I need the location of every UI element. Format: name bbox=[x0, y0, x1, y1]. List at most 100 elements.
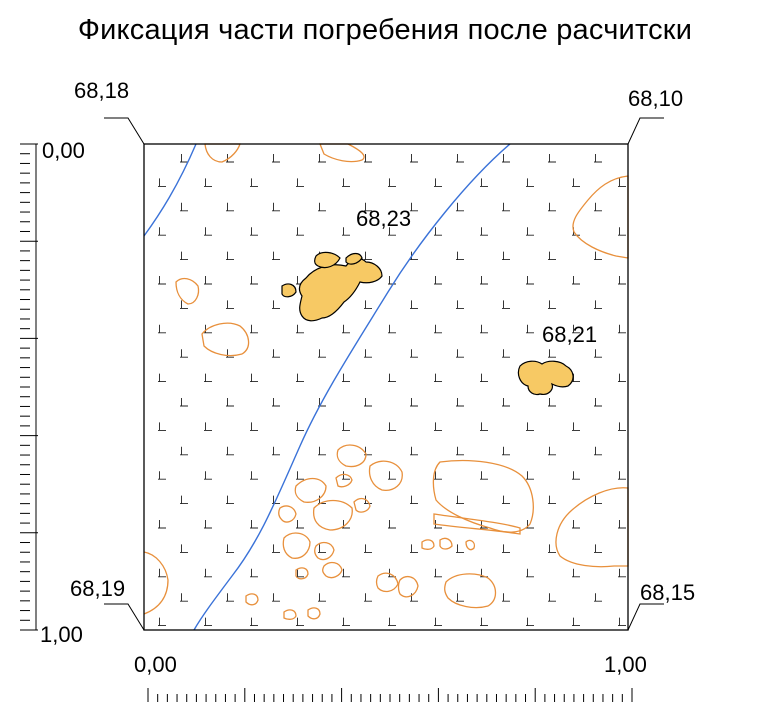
hatch-mark bbox=[594, 593, 602, 602]
horizontal-scale: 0,00 1,00 bbox=[134, 652, 647, 702]
hatch-mark bbox=[502, 398, 510, 407]
hatch-mark bbox=[434, 276, 442, 285]
hatch-mark bbox=[456, 202, 464, 212]
hatch-mark bbox=[456, 446, 464, 456]
hatch-mark bbox=[388, 373, 396, 383]
hatch-mark bbox=[480, 471, 488, 480]
hatch-mark bbox=[548, 446, 556, 456]
hatch-mark bbox=[272, 495, 280, 505]
hatch-mark bbox=[296, 324, 304, 334]
hatch-mark bbox=[388, 471, 396, 480]
hatch-mark bbox=[572, 422, 580, 431]
hatch-mark bbox=[204, 471, 212, 480]
hatch-mark bbox=[226, 446, 234, 456]
hatch-mark bbox=[502, 202, 510, 212]
soil-hatch-pattern bbox=[158, 154, 626, 627]
hatch-mark bbox=[526, 227, 534, 236]
hatch-mark bbox=[434, 373, 442, 383]
hatch-mark bbox=[318, 544, 326, 553]
hatch-mark bbox=[318, 446, 326, 456]
hatch-mark bbox=[480, 227, 488, 236]
hatch-mark bbox=[158, 227, 166, 236]
hatch-mark bbox=[250, 227, 258, 236]
hatch-mark bbox=[388, 520, 396, 529]
hatch-mark bbox=[434, 178, 442, 187]
hatch-mark bbox=[296, 422, 304, 431]
hatch-mark bbox=[158, 471, 166, 480]
hatch-mark bbox=[502, 446, 510, 456]
hatch-mark bbox=[364, 300, 372, 309]
hatch-mark bbox=[204, 227, 212, 236]
hatch-mark bbox=[296, 373, 304, 383]
hatch-mark bbox=[158, 373, 166, 383]
figure-title: Фиксация части погребения после расчитск… bbox=[77, 14, 693, 46]
hatch-mark bbox=[272, 544, 280, 553]
boundary-line bbox=[143, 143, 511, 631]
hatch-mark bbox=[204, 422, 212, 431]
stone-outline-c3 bbox=[294, 477, 327, 503]
hatch-mark bbox=[618, 373, 626, 383]
stone-outline-b3 bbox=[465, 539, 476, 551]
hatch-mark bbox=[594, 349, 602, 358]
stone-outline-b9 bbox=[307, 607, 321, 620]
hatch-mark bbox=[502, 593, 510, 602]
hatch-mark bbox=[410, 398, 418, 407]
hatch-mark bbox=[388, 227, 396, 236]
hatch-mark bbox=[456, 495, 464, 505]
hatch-mark bbox=[204, 520, 212, 529]
hatch-mark bbox=[618, 324, 626, 334]
hatch-mark bbox=[364, 349, 372, 358]
hatch-mark bbox=[548, 251, 556, 261]
hatch-mark bbox=[204, 324, 212, 334]
hatch-mark bbox=[618, 422, 626, 431]
horizontal-scale-start: 0,00 bbox=[134, 652, 177, 677]
hatch-mark bbox=[296, 520, 304, 529]
hatch-mark bbox=[388, 617, 396, 627]
stone-outline-left-2 bbox=[201, 322, 250, 357]
hatch-mark bbox=[618, 617, 626, 627]
hatch-mark bbox=[502, 154, 510, 163]
hatch-mark bbox=[480, 520, 488, 529]
vertical-scale: 0,00 1,00 bbox=[20, 138, 85, 647]
bone-fragment-upper-3 bbox=[345, 252, 363, 265]
hatch-mark bbox=[250, 568, 258, 578]
hatch-mark bbox=[158, 520, 166, 529]
hatch-mark bbox=[158, 422, 166, 431]
hatch-mark bbox=[388, 276, 396, 285]
hatch-mark bbox=[250, 520, 258, 529]
hatch-mark bbox=[180, 202, 188, 212]
stone-outline-c2 bbox=[368, 460, 403, 491]
hatch-mark bbox=[572, 324, 580, 334]
hatch-mark bbox=[456, 349, 464, 358]
hatch-mark bbox=[434, 568, 442, 578]
hatch-mark bbox=[226, 398, 234, 407]
stone-outline-b7 bbox=[245, 593, 259, 606]
hatch-mark bbox=[250, 178, 258, 187]
hatch-mark bbox=[250, 617, 258, 627]
stone-outline-c1 bbox=[336, 444, 367, 468]
hatch-mark bbox=[594, 202, 602, 212]
hatch-mark bbox=[572, 471, 580, 480]
hatch-mark bbox=[410, 593, 418, 602]
hatch-mark bbox=[318, 154, 326, 163]
hatch-mark bbox=[456, 300, 464, 309]
hatch-mark bbox=[594, 495, 602, 505]
elevation-bottom-left: 68,19 bbox=[70, 576, 125, 601]
hatch-mark bbox=[204, 617, 212, 627]
hatch-mark bbox=[548, 593, 556, 602]
stone-outline-b2 bbox=[439, 537, 453, 550]
excavation-square bbox=[143, 143, 629, 631]
hatch-mark bbox=[364, 593, 372, 602]
stone-outline-slab bbox=[433, 513, 521, 535]
hatch-mark bbox=[342, 422, 350, 431]
hatch-mark bbox=[618, 471, 626, 480]
hatch-mark bbox=[388, 178, 396, 187]
hatch-mark bbox=[226, 202, 234, 212]
hatch-mark bbox=[226, 593, 234, 602]
hatch-mark bbox=[204, 373, 212, 383]
hatch-mark bbox=[526, 617, 534, 627]
hatch-mark bbox=[526, 568, 534, 578]
stone-outline-c9 bbox=[314, 541, 335, 561]
hatch-mark bbox=[364, 202, 372, 212]
hatch-mark bbox=[480, 373, 488, 383]
